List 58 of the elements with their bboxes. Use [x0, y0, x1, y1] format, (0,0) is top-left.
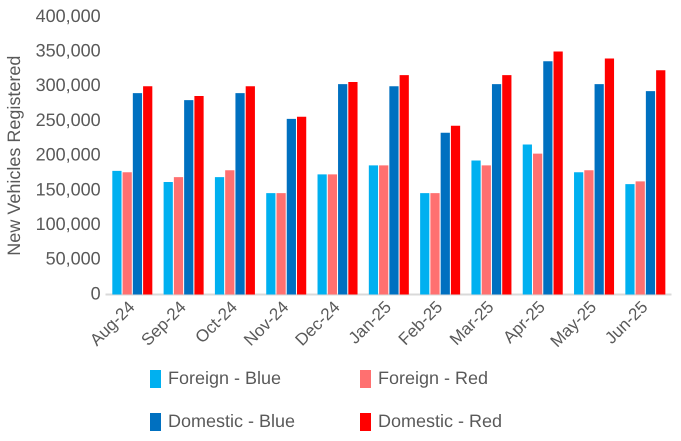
y-tick-label: 300,000 [36, 75, 101, 96]
y-tick-label: 250,000 [36, 110, 101, 130]
bar [297, 116, 306, 294]
y-tick-label: 200,000 [36, 144, 101, 165]
bar [554, 52, 563, 294]
bar [625, 184, 635, 294]
bar [174, 177, 184, 294]
legend-label: Domestic - Red [378, 411, 502, 432]
bar [235, 93, 245, 294]
bar [246, 86, 255, 294]
bar [450, 126, 460, 294]
y-tick-label: 400,000 [36, 6, 101, 26]
bar [604, 58, 614, 294]
bar [636, 181, 645, 294]
bar [368, 165, 378, 294]
bar [194, 96, 204, 294]
bar [214, 177, 224, 294]
bar [594, 84, 604, 294]
bar [348, 82, 358, 294]
bar [164, 182, 173, 294]
bar [122, 172, 132, 294]
bar [225, 170, 234, 294]
bar [574, 172, 584, 294]
y-tick-label: 0 [90, 283, 101, 304]
legend-label: Domestic - Blue [168, 411, 296, 432]
bar [400, 75, 409, 294]
bar [532, 154, 542, 294]
bar [389, 86, 399, 294]
bar [482, 165, 491, 294]
y-tick-label: 350,000 [36, 40, 101, 60]
bar [286, 118, 296, 294]
bar [430, 193, 440, 294]
bar [522, 144, 532, 294]
bar [584, 170, 594, 294]
y-tick-label: 50,000 [46, 248, 101, 269]
y-tick-label: 150,000 [36, 179, 101, 200]
bar [379, 165, 388, 294]
bar [420, 193, 430, 294]
bar [646, 91, 656, 294]
bar [132, 93, 142, 294]
bar [112, 170, 122, 294]
bar [471, 160, 481, 294]
bar [492, 84, 502, 294]
bar [266, 193, 276, 294]
bar [184, 100, 194, 294]
bar [318, 174, 327, 294]
legend-label: Foreign - Red [378, 368, 488, 389]
y-axis-title: New Vehicles Registered [4, 56, 24, 256]
legend-label: Foreign - Blue [168, 368, 282, 389]
bar [440, 132, 450, 294]
bar [656, 70, 666, 294]
bar [328, 174, 338, 294]
bar [502, 75, 512, 294]
bar [276, 193, 286, 294]
bar [543, 61, 552, 294]
y-tick-label: 100,000 [36, 214, 101, 234]
bar [338, 84, 348, 294]
bar [143, 86, 152, 294]
